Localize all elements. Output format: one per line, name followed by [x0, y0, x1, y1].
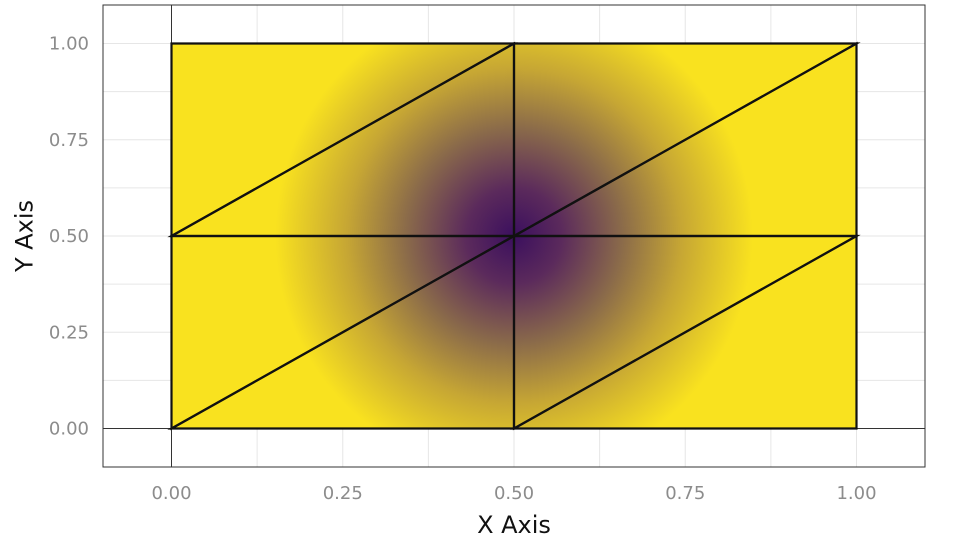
x-tick-label: 1.00: [836, 483, 876, 504]
plot-frame: [102, 4, 926, 468]
y-tick-label: 1.00: [49, 34, 89, 55]
mesh-edges: [167, 41, 861, 431]
mesh-triangle: [170, 42, 519, 238]
x-tick-label: 0.00: [151, 483, 191, 504]
x-tick-label: 0.25: [323, 483, 363, 504]
y-tick-labels: 0.00 0.25 0.50 0.75 1.00: [49, 34, 89, 440]
y-axis-title: Y Axis: [10, 200, 38, 273]
x-tick-label: 0.50: [494, 483, 534, 504]
x-tick-labels: 0.00 0.25 0.50 0.75 1.00: [151, 483, 876, 504]
y-tick-label: 0.50: [49, 226, 89, 247]
y-tick-label: 0.75: [49, 130, 89, 151]
mesh-triangle: [512, 42, 861, 238]
x-tick-label: 0.75: [665, 483, 705, 504]
x-axis-title: X Axis: [477, 511, 551, 539]
y-tick-label: 0.00: [49, 419, 89, 440]
y-tick-label: 0.25: [49, 322, 89, 343]
